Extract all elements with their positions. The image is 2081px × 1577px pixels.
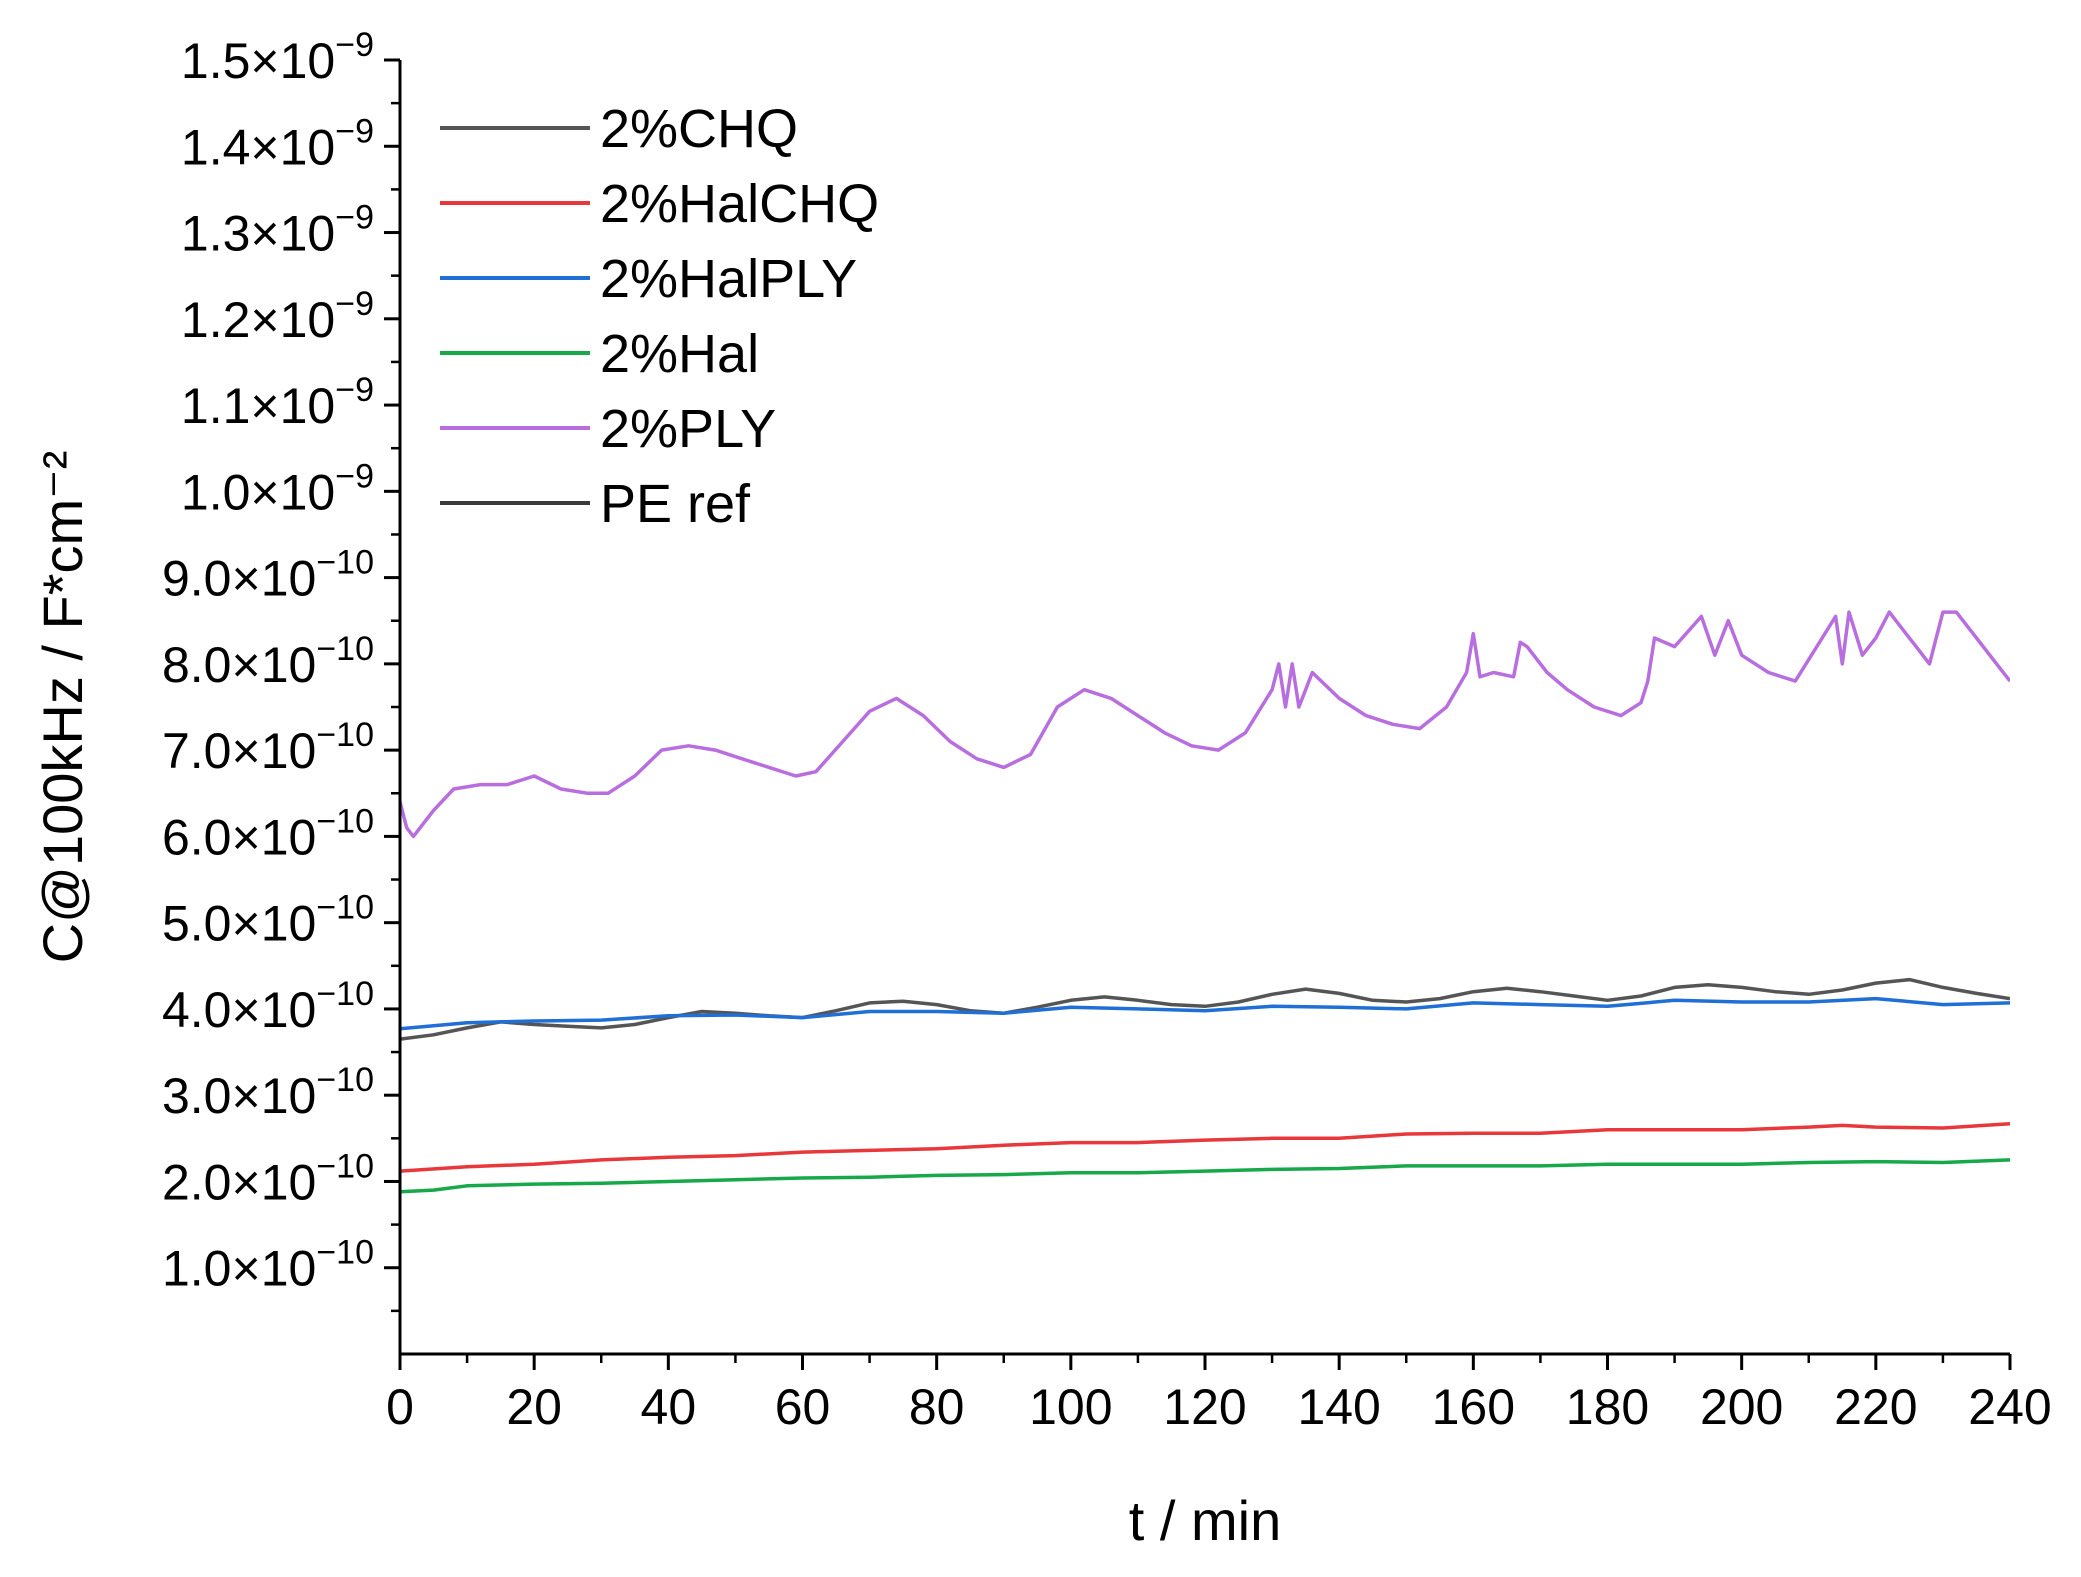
legend-label: PE ref	[600, 474, 751, 534]
y-tick-label: 1.1×10−9	[181, 371, 374, 434]
series-line-2-ply	[400, 610, 2010, 839]
y-tick-label: 2.0×10−10	[162, 1147, 374, 1210]
legend: 2%CHQ 2%HalCHQ 2%HalPLY 2%Hal 2%PLY PE ref	[440, 99, 879, 534]
y-tick-label: 1.3×10−9	[181, 199, 374, 262]
legend-label: 2%PLY	[600, 399, 776, 459]
y-tick-label: 4.0×10−10	[162, 975, 374, 1038]
y-tick-label: 8.0×10−10	[162, 630, 374, 693]
legend-label: 2%Hal	[600, 324, 759, 384]
x-tick-label: 200	[1700, 1379, 1783, 1435]
x-tick-label: 120	[1163, 1379, 1246, 1435]
x-tick-label: 40	[641, 1379, 697, 1435]
legend-label: 2%CHQ	[600, 99, 798, 159]
y-tick-label: 6.0×10−10	[162, 802, 374, 865]
x-tick-label: 20	[506, 1379, 562, 1435]
series-line-2-halchq	[400, 1121, 2010, 1173]
x-tick-label: 180	[1566, 1379, 1649, 1435]
y-tick-label: 1.0×10−10	[162, 1234, 374, 1297]
x-tick-label: 240	[1968, 1379, 2051, 1435]
series-line-2-halply	[400, 996, 2010, 1031]
series-layer	[400, 610, 2010, 1194]
y-tick-label: 1.4×10−9	[181, 112, 374, 175]
y-axis-title: C@100kHz / F*cm⁻²	[31, 451, 94, 964]
x-tick-label: 80	[909, 1379, 965, 1435]
x-axis-title: t / min	[1129, 1489, 1281, 1552]
x-tick-label: 140	[1297, 1379, 1380, 1435]
y-tick-label: 1.5×10−9	[181, 26, 374, 89]
legend-label: 2%HalPLY	[600, 249, 857, 309]
y-tick-label: 1.2×10−9	[181, 285, 374, 348]
x-tick-label: 220	[1834, 1379, 1917, 1435]
y-tick-label: 5.0×10−10	[162, 889, 374, 952]
axes-layer: 0 20 40 60 80 100 120 140 160 180 200 220 240 1.0×10−…	[162, 26, 2052, 1435]
x-tick-label: 60	[775, 1379, 831, 1435]
y-tick-label: 3.0×10−10	[162, 1061, 374, 1124]
y-tick-label: 9.0×10−10	[162, 544, 374, 607]
x-tick-label: 100	[1029, 1379, 1112, 1435]
x-tick-label: 160	[1432, 1379, 1515, 1435]
legend-label: 2%HalCHQ	[600, 174, 879, 234]
series-line-2-hal	[400, 1158, 2010, 1194]
y-tick-label: 1.0×10−9	[181, 457, 374, 520]
series-line-2-chq	[400, 977, 2010, 1041]
x-tick-label: 0	[386, 1379, 414, 1435]
y-tick-label: 7.0×10−10	[162, 716, 374, 779]
